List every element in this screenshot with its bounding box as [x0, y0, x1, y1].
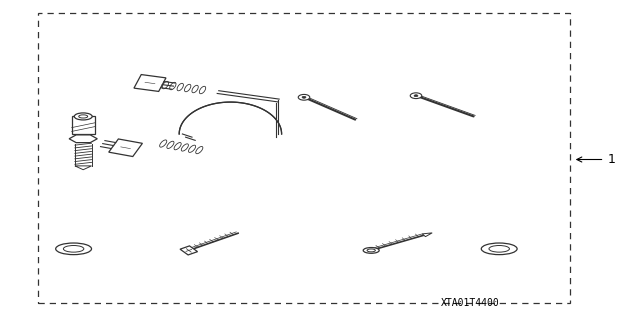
Ellipse shape — [364, 248, 380, 253]
Ellipse shape — [196, 146, 203, 154]
Polygon shape — [69, 135, 97, 143]
Polygon shape — [180, 246, 198, 255]
Polygon shape — [134, 75, 166, 92]
Circle shape — [414, 95, 418, 97]
Circle shape — [410, 93, 422, 99]
Text: 1: 1 — [577, 153, 615, 166]
Ellipse shape — [184, 84, 191, 92]
Ellipse shape — [481, 243, 517, 255]
Polygon shape — [422, 233, 432, 237]
Ellipse shape — [174, 143, 181, 150]
Ellipse shape — [189, 145, 196, 152]
Ellipse shape — [177, 83, 184, 91]
Ellipse shape — [74, 113, 92, 120]
FancyBboxPatch shape — [72, 116, 95, 134]
Bar — [38, 13, 570, 303]
Polygon shape — [75, 166, 92, 170]
Ellipse shape — [167, 141, 174, 148]
Ellipse shape — [159, 140, 167, 147]
Ellipse shape — [170, 82, 176, 90]
Ellipse shape — [63, 246, 84, 252]
Ellipse shape — [56, 243, 92, 255]
Ellipse shape — [181, 144, 188, 151]
Ellipse shape — [192, 85, 198, 93]
Ellipse shape — [489, 246, 509, 252]
Text: XTA01T4400: XTA01T4400 — [441, 298, 500, 308]
Circle shape — [298, 94, 310, 100]
Polygon shape — [109, 139, 143, 157]
Ellipse shape — [367, 249, 375, 252]
Ellipse shape — [79, 115, 88, 118]
Circle shape — [302, 96, 306, 98]
Ellipse shape — [199, 86, 205, 94]
Ellipse shape — [163, 81, 168, 89]
